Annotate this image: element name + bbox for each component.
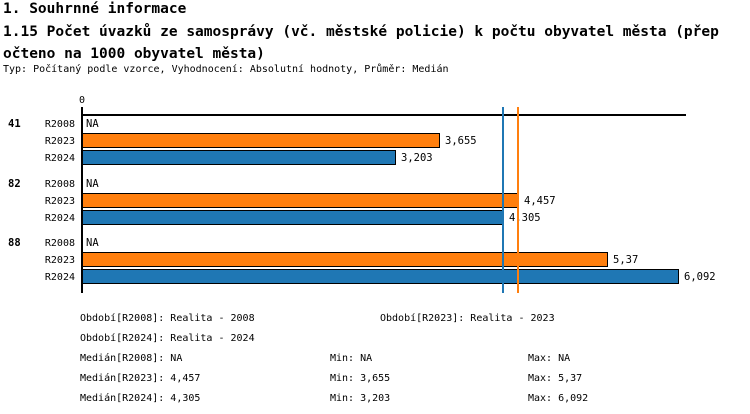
row-label: R2008 [44,179,75,190]
legend-min-r2023: Min: 3,655 [330,373,391,384]
bar-r2024 [82,150,396,165]
group-label: 88 [8,237,21,249]
legend-median-r2023: Medián[R2023]: 4,457 [80,373,201,384]
legend-period-r2024: Období[R2024]: Realita - 2024 [80,333,255,344]
bar-value-label: 6,092 [684,271,716,283]
row-label: R2024 [44,153,75,164]
legend-median-r2008: Medián[R2008]: NA [80,353,183,364]
group-label: 41 [8,118,21,130]
row-label: R2008 [44,119,75,130]
median-line-r2023 [517,107,519,293]
bar-r2023 [82,252,608,267]
legend-min-r2008: Min: NA [330,353,373,364]
row-label: R2023 [44,196,75,207]
x-axis-zero-label: 0 [78,95,86,106]
row-label: R2024 [44,272,75,283]
chart-meta: Typ: Počítaný podle vzorce, Vyhodnocení:… [3,64,449,75]
bar-value-label: 3,655 [445,135,477,147]
bar-r2024 [82,210,504,225]
na-label: NA [86,118,99,130]
bar-value-label: 4,305 [509,212,541,224]
legend-max-r2024: Max: 6,092 [528,393,589,404]
row-label: R2023 [44,136,75,147]
legend-median-r2024: Medián[R2024]: 4,305 [80,393,201,404]
median-line-r2024 [502,107,504,293]
bar-value-label: 5,37 [613,254,639,266]
group-label: 82 [8,178,21,190]
bar-r2023 [82,193,519,208]
indicator-title: 1.15 Počet úvazků ze samosprávy (vč. měs… [3,24,719,62]
legend-period-r2023: Období[R2023]: Realita - 2023 [380,313,555,324]
legend-max-r2008: Max: NA [528,353,571,364]
legend-period-r2008: Období[R2008]: Realita - 2008 [80,313,255,324]
row-label: R2024 [44,213,75,224]
plot-top-border [82,114,686,116]
chart-area: 0 41 R2008 NA R2023 3,655 R2024 3,203 82 R2008 NA… [8,95,716,293]
na-label: NA [86,178,99,190]
bar-r2023 [82,133,440,148]
legend-min-r2024: Min: 3,203 [330,393,391,404]
bar-value-label: 4,457 [524,195,556,207]
section-title: 1. Souhrnné informace [3,1,187,17]
na-label: NA [86,237,99,249]
bar-r2024 [82,269,679,284]
row-label: R2023 [44,255,75,266]
legend-max-r2023: Max: 5,37 [528,373,583,384]
bar-value-label: 3,203 [401,152,433,164]
row-label: R2008 [44,238,75,249]
